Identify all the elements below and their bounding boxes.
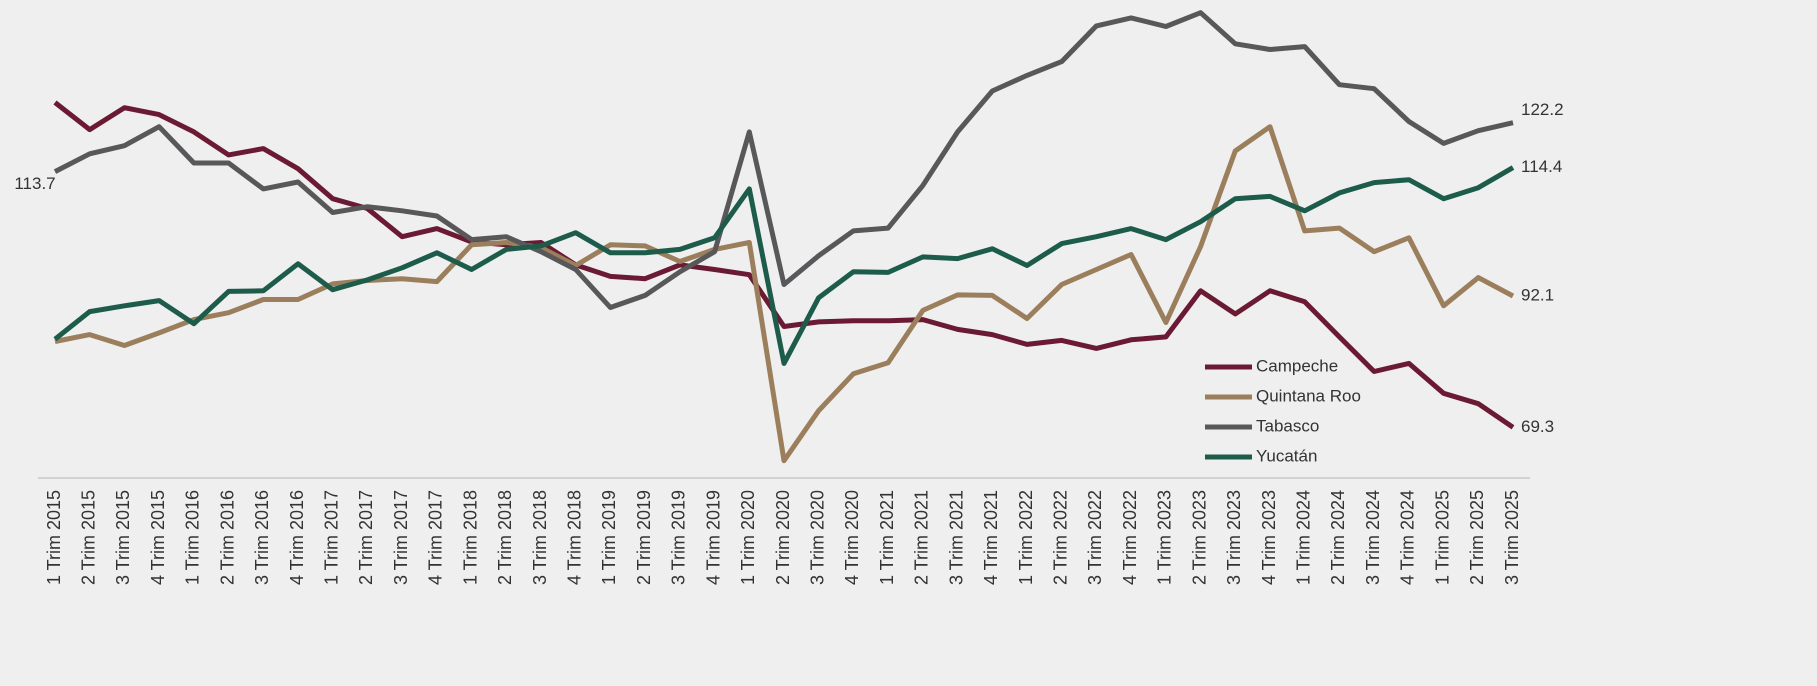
x-tick-label: 3 Trim 2023 [1224, 490, 1244, 585]
x-tick-label: 3 Trim 2024 [1363, 490, 1383, 585]
x-tick-label: 2 Trim 2020 [773, 490, 793, 585]
series-line [54, 124, 1515, 464]
x-tick-label: 4 Trim 2016 [287, 490, 307, 585]
x-tick-label: 1 Trim 2025 [1432, 490, 1452, 585]
legend-label: Quintana Roo [1256, 386, 1361, 405]
x-tick-label: 1 Trim 2023 [1155, 490, 1175, 585]
data-label: 114.4 [1521, 157, 1562, 176]
x-tick-label: 3 Trim 2018 [530, 490, 550, 585]
data-label: 92.1 [1521, 285, 1554, 304]
x-tick-label: 3 Trim 2020 [807, 490, 827, 585]
series-line [53, 165, 1515, 366]
legend-label: Tabasco [1256, 416, 1319, 435]
data-label: 69.3 [1521, 417, 1554, 436]
x-tick-label: 4 Trim 2024 [1398, 490, 1418, 585]
data-label: 122.2 [1521, 100, 1564, 119]
x-tick-label: 2 Trim 2024 [1328, 490, 1348, 585]
x-tick-label: 1 Trim 2017 [321, 490, 341, 585]
x-tick-label: 3 Trim 2021 [946, 490, 966, 585]
x-tick-label: 2 Trim 2018 [495, 490, 515, 585]
legend-label: Campeche [1256, 356, 1338, 375]
x-tick-label: 4 Trim 2023 [1259, 490, 1279, 585]
x-tick-label: 1 Trim 2019 [599, 490, 619, 585]
x-tick-label: 1 Trim 2016 [183, 490, 203, 585]
x-tick-label: 1 Trim 2018 [460, 490, 480, 585]
x-tick-label: 1 Trim 2024 [1293, 490, 1313, 585]
x-tick-label: 1 Trim 2015 [44, 490, 64, 585]
x-tick-label: 2 Trim 2016 [217, 490, 237, 585]
x-tick-label: 4 Trim 2018 [564, 490, 584, 585]
x-tick-label: 3 Trim 2019 [669, 490, 689, 585]
x-tick-label: 1 Trim 2020 [738, 490, 758, 585]
x-tick-label: 2 Trim 2015 [78, 490, 98, 585]
x-tick-label: 2 Trim 2022 [1050, 490, 1070, 585]
x-tick-label: 4 Trim 2019 [703, 490, 723, 585]
x-tick-label: 4 Trim 2020 [842, 490, 862, 585]
x-tick-label: 1 Trim 2022 [1016, 490, 1036, 585]
x-tick-label: 2 Trim 2025 [1467, 490, 1487, 585]
x-tick-label: 4 Trim 2017 [426, 490, 446, 585]
x-tick-label: 3 Trim 2025 [1502, 490, 1522, 585]
series-line [53, 10, 1514, 310]
x-tick-label: 3 Trim 2017 [391, 490, 411, 585]
x-tick-label: 4 Trim 2015 [148, 490, 168, 585]
x-tick-label: 2 Trim 2021 [912, 490, 932, 585]
x-tick-label: 2 Trim 2019 [634, 490, 654, 585]
x-tick-label: 3 Trim 2015 [113, 490, 133, 585]
x-tick-label: 4 Trim 2022 [1120, 490, 1140, 585]
series-line [53, 100, 1515, 430]
legend-label: Yucatán [1256, 446, 1317, 465]
x-tick-label: 1 Trim 2021 [877, 490, 897, 585]
x-tick-label: 3 Trim 2022 [1085, 490, 1105, 585]
data-label: 113.7 [14, 174, 55, 193]
x-tick-label: 2 Trim 2023 [1189, 490, 1209, 585]
x-tick-label: 2 Trim 2017 [356, 490, 376, 585]
x-tick-label: 4 Trim 2021 [981, 490, 1001, 585]
x-tick-label: 3 Trim 2016 [252, 490, 272, 585]
